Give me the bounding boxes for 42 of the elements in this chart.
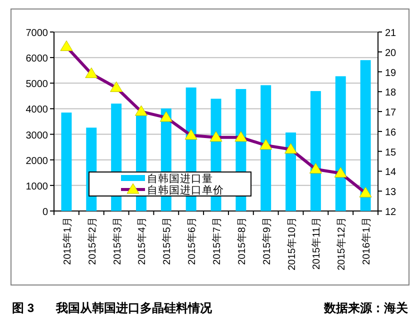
bar xyxy=(61,112,72,211)
y2-tick-label: 12 xyxy=(385,207,397,218)
y-tick-label: 2000 xyxy=(26,156,48,167)
y2-tick-label: 21 xyxy=(385,28,397,39)
y-tick-label: 0 xyxy=(42,207,48,218)
y-tick-label: 7000 xyxy=(26,28,48,39)
x-tick-label: 2015年9月 xyxy=(260,217,273,265)
x-tick-label: 2015年8月 xyxy=(236,217,248,265)
text: 我国从韩国进口多晶硅料情况 xyxy=(55,301,213,315)
bar xyxy=(335,76,346,211)
x-tick-label: 2015年11月 xyxy=(310,217,323,270)
caption: 图 3 xyxy=(12,301,34,315)
x-tick-label: 2015年2月 xyxy=(86,217,98,265)
x-tick-label: 2015年5月 xyxy=(161,217,174,265)
x-tick-label: 2015年12月 xyxy=(336,217,348,270)
bar xyxy=(260,85,272,211)
y2-tick-label: 16 xyxy=(385,127,397,138)
y2-tick-label: 18 xyxy=(385,88,397,99)
x-tick-label: 2015年10月 xyxy=(286,217,298,270)
y-tick-label: 6000 xyxy=(26,54,48,65)
x-tick-label: 2015年7月 xyxy=(211,217,223,265)
legend-label: 自韩国进口量 xyxy=(147,172,213,185)
y-tick-label: 4000 xyxy=(26,104,48,116)
legend-label: 自韩国进口单价 xyxy=(147,184,224,196)
y2-tick-label: 15 xyxy=(385,147,397,158)
bar xyxy=(286,132,296,211)
bar xyxy=(360,60,371,211)
x-tick-label: 2015年6月 xyxy=(186,217,198,265)
y-tick-label: 3000 xyxy=(26,130,48,142)
bar xyxy=(310,91,321,211)
x-tick-label: 2016年1月 xyxy=(360,217,373,265)
y-tick-label: 5000 xyxy=(26,79,48,90)
source-note: 数据来源：海关 xyxy=(323,301,409,315)
y2-tick-label: 19 xyxy=(385,68,397,79)
x-tick-label: 2015年3月 xyxy=(111,217,124,265)
y-tick-label: 1000 xyxy=(26,181,48,192)
y2-tick-label: 13 xyxy=(385,187,397,198)
y2-tick-label: 20 xyxy=(385,48,397,59)
x-tick-label: 2015年1月 xyxy=(61,217,74,265)
y2-tick-label: 17 xyxy=(385,108,397,119)
y2-tick-label: 14 xyxy=(385,167,397,178)
x-tick-label: 2015年4月 xyxy=(136,217,148,265)
